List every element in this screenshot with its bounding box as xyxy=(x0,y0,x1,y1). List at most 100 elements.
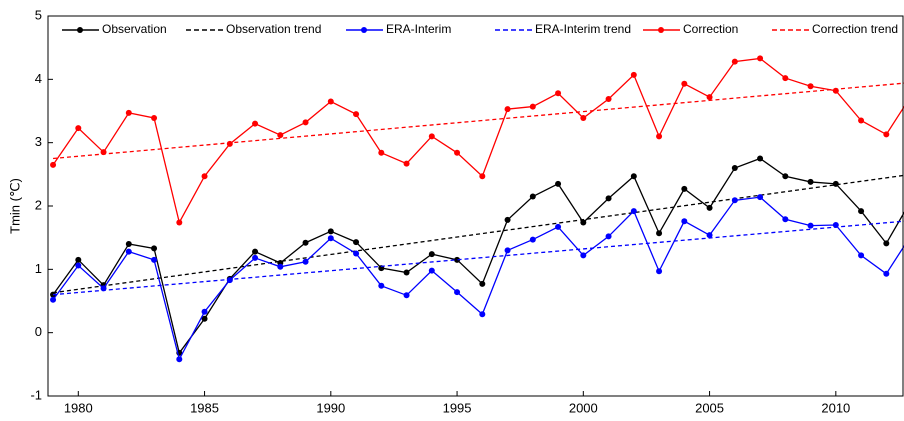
data-point xyxy=(302,239,309,246)
data-point xyxy=(201,315,208,322)
data-point xyxy=(858,208,865,215)
x-tick-label: 2005 xyxy=(695,400,724,415)
data-point xyxy=(277,132,284,139)
y-axis-label: Tmin (℃) xyxy=(7,178,22,234)
y-tick-label: 5 xyxy=(35,7,42,22)
data-point xyxy=(605,195,612,202)
data-point xyxy=(378,282,385,289)
data-point xyxy=(302,258,309,265)
data-point xyxy=(832,180,839,187)
legend-label: ERA-Interim xyxy=(386,22,451,36)
data-point xyxy=(656,230,663,237)
x-tick-label: 1990 xyxy=(316,400,345,415)
data-point xyxy=(807,83,814,90)
data-point xyxy=(125,248,132,255)
data-point xyxy=(504,216,511,223)
data-point xyxy=(580,114,587,121)
series-line xyxy=(52,220,904,296)
data-point xyxy=(630,173,637,180)
data-point xyxy=(277,263,284,270)
data-point xyxy=(125,241,132,247)
data-point xyxy=(201,173,208,180)
data-point xyxy=(454,289,461,296)
y-tick-label: 2 xyxy=(35,197,42,212)
y-tick-label: 4 xyxy=(35,71,42,86)
data-point xyxy=(807,222,814,229)
data-point xyxy=(428,133,435,140)
series-line xyxy=(52,174,904,294)
data-point xyxy=(226,140,233,147)
data-point xyxy=(858,117,865,124)
data-point xyxy=(176,219,183,226)
data-point xyxy=(630,71,637,78)
data-point xyxy=(479,280,486,287)
data-point xyxy=(176,356,183,363)
legend-label: Correction xyxy=(683,22,738,36)
data-point xyxy=(782,173,789,180)
data-point xyxy=(479,173,486,180)
data-point xyxy=(75,125,82,132)
data-point xyxy=(681,185,688,192)
data-point xyxy=(252,254,259,261)
data-point xyxy=(731,165,738,171)
legend-marker xyxy=(77,27,83,33)
legend-label: Correction trend xyxy=(812,22,898,36)
data-point xyxy=(807,178,814,185)
data-point xyxy=(731,197,738,204)
data-point xyxy=(731,58,738,65)
x-tick-label: 1980 xyxy=(64,400,93,415)
data-point xyxy=(151,256,158,263)
data-point xyxy=(555,90,562,97)
x-tick-label: 2010 xyxy=(821,400,850,415)
legend-label: Observation trend xyxy=(226,22,321,36)
data-point xyxy=(757,55,764,62)
y-tick-label: 3 xyxy=(35,134,42,149)
data-point xyxy=(580,252,587,259)
legend-marker xyxy=(361,27,367,33)
data-point xyxy=(327,98,334,105)
x-tick-label: 2000 xyxy=(569,400,598,415)
data-point xyxy=(50,161,57,168)
data-point xyxy=(327,228,334,235)
data-point xyxy=(529,103,536,110)
data-point xyxy=(226,277,233,284)
x-tick-label: 1985 xyxy=(190,400,219,415)
data-point xyxy=(529,193,536,200)
data-point xyxy=(883,270,890,277)
data-point xyxy=(151,114,158,121)
data-point xyxy=(75,262,82,269)
data-point xyxy=(201,308,208,315)
y-tick-label: 0 xyxy=(35,324,42,339)
data-point xyxy=(50,296,57,303)
data-point xyxy=(782,216,789,223)
data-point xyxy=(353,239,360,246)
legend-label: ERA-Interim trend xyxy=(535,22,631,36)
data-point xyxy=(327,235,334,242)
data-point xyxy=(403,292,410,299)
data-point xyxy=(428,267,435,274)
data-point xyxy=(883,131,890,138)
plot-area xyxy=(50,55,904,363)
data-point xyxy=(706,232,713,239)
legend-label: Observation xyxy=(102,22,167,36)
data-point xyxy=(454,256,461,263)
data-point xyxy=(151,245,158,252)
data-point xyxy=(605,95,612,102)
data-point xyxy=(252,248,259,255)
axes-box xyxy=(47,15,904,397)
data-point xyxy=(630,208,637,215)
data-point xyxy=(681,80,688,87)
y-tick-label: 1 xyxy=(35,261,42,276)
data-point xyxy=(757,155,764,162)
data-point xyxy=(428,251,435,258)
data-point xyxy=(454,149,461,156)
data-point xyxy=(782,75,789,82)
data-point xyxy=(681,218,688,225)
series-line xyxy=(52,157,904,355)
data-point xyxy=(555,223,562,230)
series-line xyxy=(52,82,904,160)
data-point xyxy=(580,219,587,226)
data-point xyxy=(403,269,410,276)
data-point xyxy=(529,236,536,243)
